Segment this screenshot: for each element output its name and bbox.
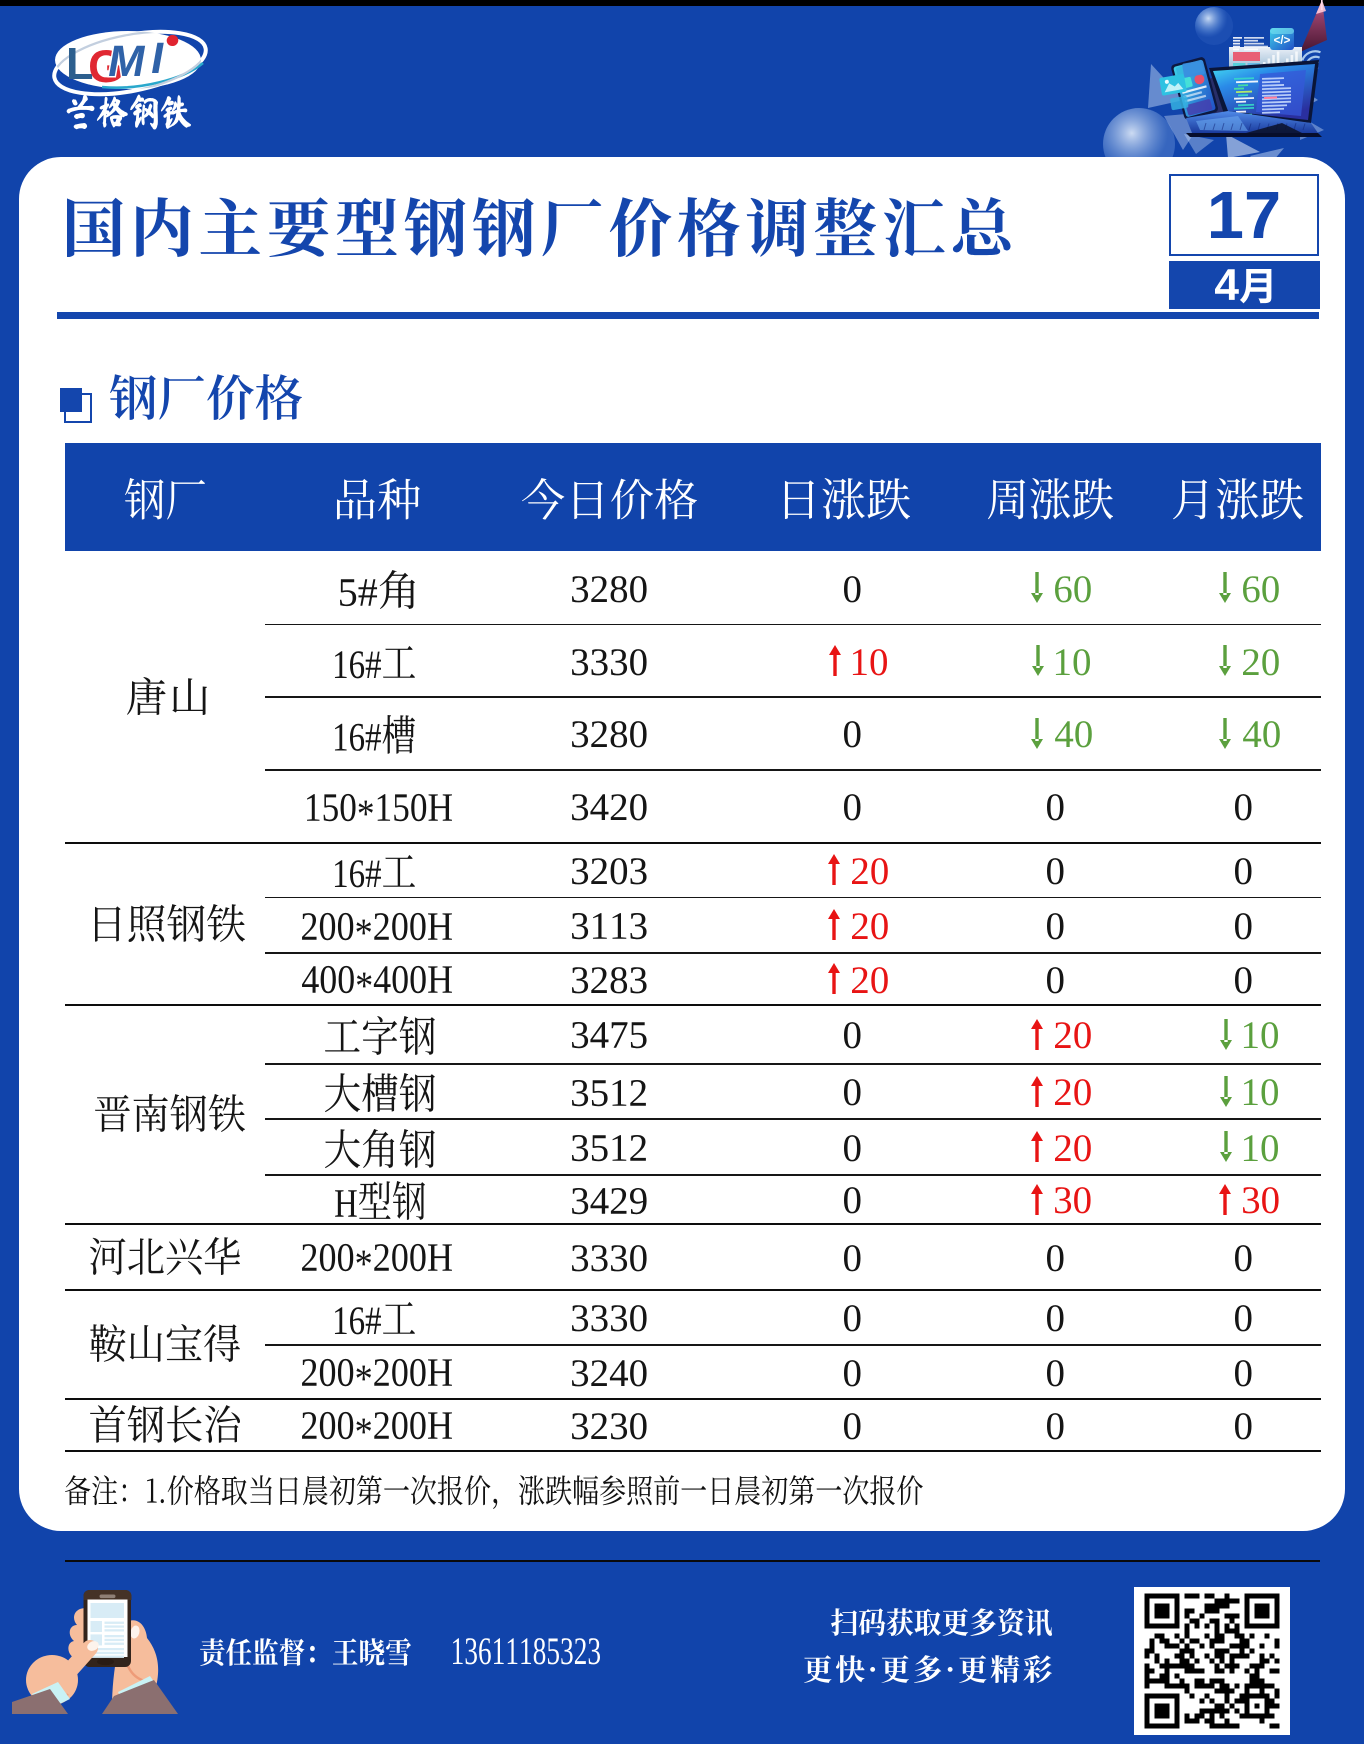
svg-text:</>: </> bbox=[1274, 35, 1291, 47]
